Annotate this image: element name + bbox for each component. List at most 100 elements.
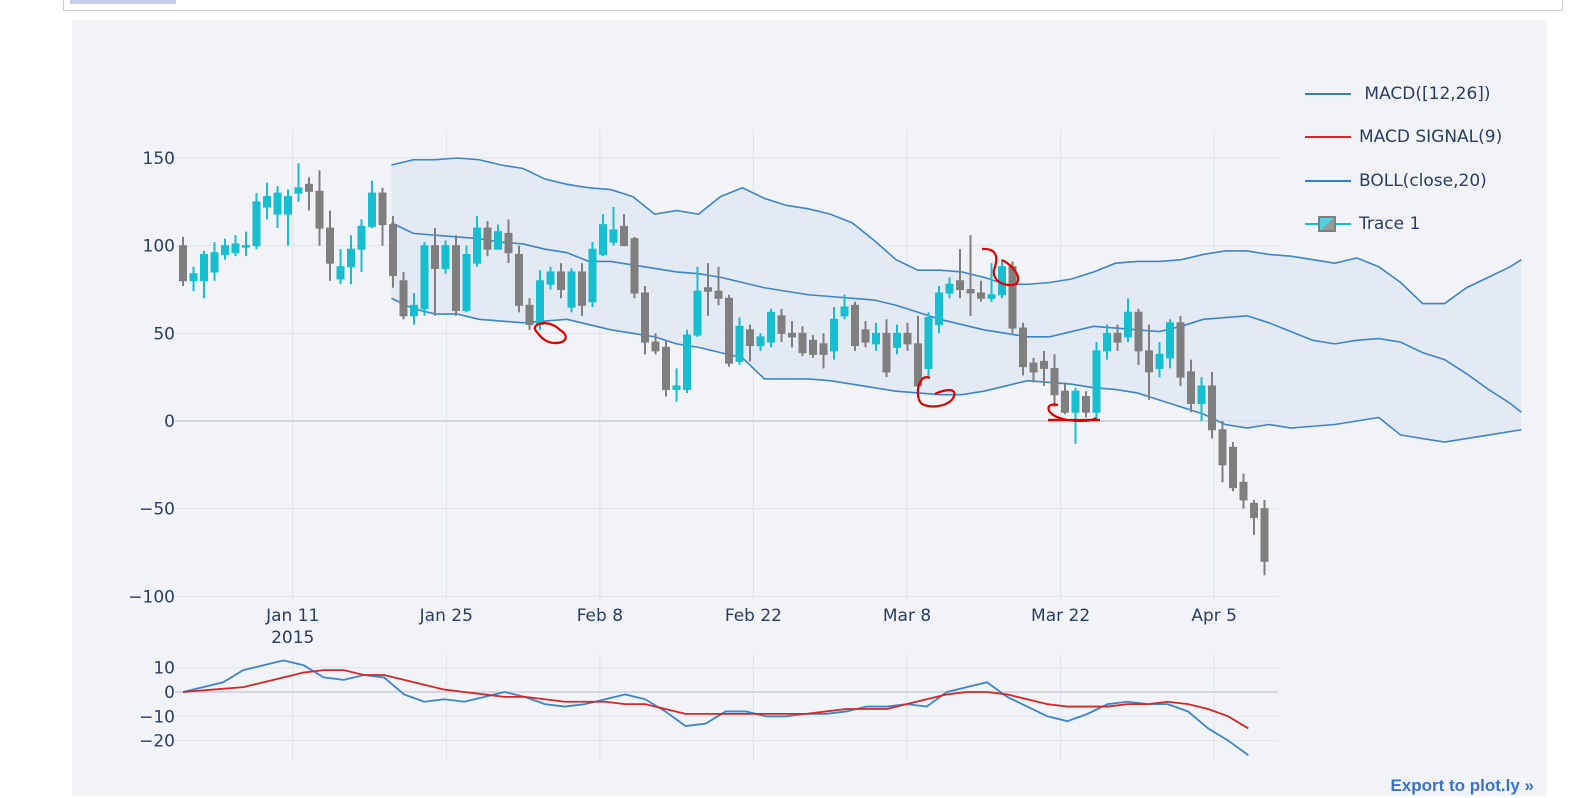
candle-increasing bbox=[672, 368, 681, 402]
candle-body bbox=[882, 332, 891, 373]
candle-increasing bbox=[273, 186, 282, 229]
candle-body bbox=[1145, 350, 1153, 373]
candle-body bbox=[861, 329, 870, 343]
candle-decreasing bbox=[1229, 442, 1237, 492]
candle-increasing bbox=[1155, 342, 1164, 378]
bollinger-middle bbox=[391, 222, 1522, 413]
legend-item-macd-signal[interactable]: MACD SIGNAL(9) bbox=[1305, 116, 1545, 160]
candle-decreasing bbox=[1019, 322, 1027, 376]
candle-body bbox=[494, 231, 502, 250]
candle-body bbox=[179, 245, 187, 282]
candle-decreasing bbox=[315, 170, 324, 246]
candle-body bbox=[431, 245, 439, 269]
annotation-circle-3 bbox=[981, 247, 1020, 287]
macd-line bbox=[182, 659, 1249, 756]
candle-body bbox=[1113, 332, 1122, 343]
candle-increasing bbox=[473, 215, 481, 267]
candle-body bbox=[1071, 390, 1080, 413]
legend-item-macd[interactable]: MACD([12,26]) bbox=[1305, 72, 1545, 116]
candle-increasing bbox=[252, 193, 261, 250]
candle-decreasing bbox=[1082, 391, 1090, 418]
candle-body bbox=[746, 329, 754, 347]
candle-decreasing bbox=[725, 294, 733, 367]
legend-item-boll[interactable]: BOLL(close,20) bbox=[1305, 159, 1545, 203]
candle-body bbox=[357, 225, 366, 250]
candle-decreasing bbox=[305, 177, 313, 211]
candle-increasing bbox=[987, 263, 996, 302]
candle-body bbox=[851, 304, 859, 347]
candle-body bbox=[956, 280, 964, 291]
bollinger-fill bbox=[391, 158, 1522, 443]
candle-body bbox=[1187, 371, 1195, 404]
candle-increasing bbox=[893, 324, 901, 355]
candle-body bbox=[273, 192, 282, 215]
candle-increasing bbox=[683, 329, 691, 393]
candle-body bbox=[252, 201, 261, 247]
candle-body bbox=[767, 311, 775, 343]
candle-body bbox=[725, 297, 733, 364]
candle-increasing bbox=[294, 163, 303, 202]
candle-increasing bbox=[336, 249, 345, 285]
candle-decreasing bbox=[819, 333, 828, 369]
x-tick-sublabel: 2015 bbox=[271, 628, 314, 648]
candle-decreasing bbox=[641, 285, 649, 355]
candle-decreasing bbox=[389, 215, 397, 288]
candle-body bbox=[903, 332, 912, 345]
candle-increasing bbox=[1197, 377, 1206, 421]
export-to-plotly-link[interactable]: Export to plot.ly » bbox=[1390, 776, 1534, 795]
candle-increasing bbox=[588, 242, 597, 308]
candle-decreasing bbox=[956, 249, 964, 299]
candle-increasing bbox=[200, 250, 208, 299]
candle-body bbox=[284, 196, 292, 215]
candle-increasing bbox=[368, 180, 376, 229]
candle-decreasing bbox=[1145, 324, 1153, 400]
bollinger-band bbox=[391, 157, 1522, 443]
candle-body bbox=[1166, 322, 1174, 359]
candle-increasing bbox=[935, 285, 943, 334]
annotation-circle-1 bbox=[533, 322, 567, 345]
candle-decreasing bbox=[1113, 324, 1122, 351]
candle-body bbox=[504, 232, 513, 254]
candle-decreasing bbox=[557, 263, 565, 299]
candle-body bbox=[368, 192, 376, 227]
candle-body bbox=[756, 336, 765, 347]
candle-decreasing bbox=[1134, 308, 1143, 365]
candle-body bbox=[620, 225, 628, 247]
legend-line-icon bbox=[1305, 127, 1351, 147]
candle-increasing bbox=[767, 308, 775, 348]
candlestick-icon bbox=[1305, 214, 1351, 234]
candle-decreasing bbox=[788, 321, 796, 348]
candle-body bbox=[452, 245, 460, 312]
candle-body bbox=[704, 287, 712, 292]
candle-decreasing bbox=[662, 340, 670, 397]
candle-decreasing bbox=[977, 280, 985, 302]
candle-body bbox=[515, 253, 523, 306]
candle-body bbox=[798, 332, 807, 354]
candlesticks bbox=[179, 163, 1269, 576]
candle-body bbox=[1124, 311, 1132, 338]
candle-body bbox=[462, 253, 471, 312]
candle-increasing bbox=[462, 245, 471, 313]
candle-decreasing bbox=[1040, 350, 1048, 386]
legend-label: MACD SIGNAL(9) bbox=[1359, 127, 1503, 148]
candle-decreasing bbox=[399, 271, 408, 320]
y-tick-label: −50 bbox=[139, 500, 175, 520]
x-tick-label: Mar 22 bbox=[1031, 606, 1090, 626]
candle-body bbox=[347, 248, 355, 268]
candle-body bbox=[924, 317, 933, 369]
candle-body bbox=[221, 245, 229, 255]
candle-decreasing bbox=[861, 321, 870, 348]
candle-decreasing bbox=[452, 235, 460, 316]
candle-increasing bbox=[830, 307, 838, 360]
candle-body bbox=[294, 187, 303, 194]
candle-body bbox=[189, 273, 198, 282]
candle-decreasing bbox=[1029, 357, 1038, 383]
macd-y-tick-label: 0 bbox=[164, 683, 175, 703]
candle-increasing bbox=[210, 242, 219, 281]
legend-item-trace-1[interactable]: Trace 1 bbox=[1305, 203, 1545, 247]
candle-increasing bbox=[494, 224, 502, 250]
candle-increasing bbox=[1124, 298, 1132, 343]
macd-grid: 10 0 −10 −20 bbox=[139, 655, 1278, 760]
candle-body bbox=[326, 227, 334, 264]
bollinger-upper bbox=[391, 157, 1522, 305]
